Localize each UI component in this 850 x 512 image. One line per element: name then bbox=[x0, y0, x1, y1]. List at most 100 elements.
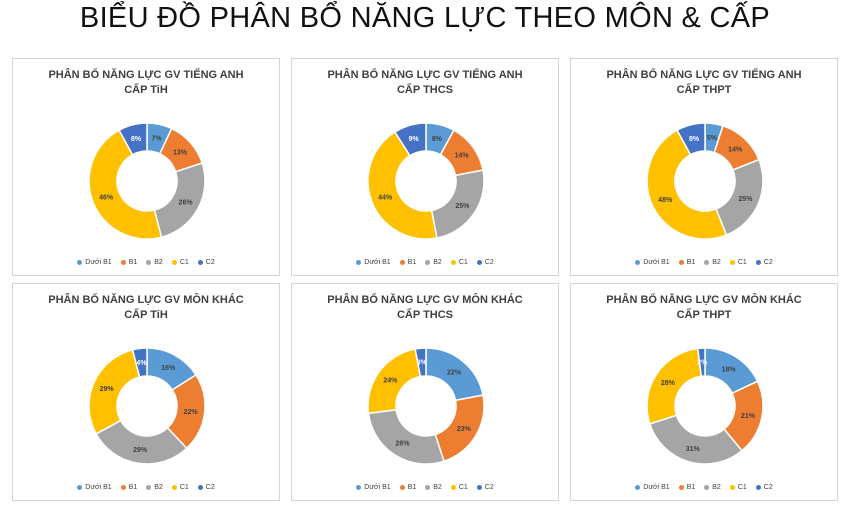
donut-slice bbox=[648, 414, 744, 465]
chart-legend: Dưới B1 B1 B2 C1 C2 bbox=[571, 484, 837, 491]
legend-label: C1 bbox=[458, 484, 468, 491]
legend-label: B2 bbox=[433, 259, 442, 266]
legend-marker-icon bbox=[729, 260, 735, 265]
legend-marker-icon bbox=[120, 260, 126, 265]
slice-data-label: 4% bbox=[136, 360, 147, 367]
legend-item: C1 bbox=[729, 259, 747, 266]
slice-data-label: 28% bbox=[661, 380, 676, 387]
slice-data-label: 9% bbox=[409, 136, 420, 143]
chart-title-line1: PHÂN BỔ NĂNG LỰC GV MÔN KHÁC bbox=[606, 294, 802, 306]
legend-item: B2 bbox=[425, 484, 442, 491]
chart-panel: PHÂN BỔ NĂNG LỰC GV TIẾNG ANH CẤP THCS 8% 1… bbox=[291, 58, 559, 276]
legend-marker-icon bbox=[171, 260, 177, 265]
slice-data-label: 21% bbox=[741, 413, 756, 420]
legend-item: C2 bbox=[755, 484, 773, 491]
chart-title: PHÂN BỔ NĂNG LỰC GV TIẾNG ANH CẤP THCS bbox=[292, 68, 558, 98]
legend-marker-icon bbox=[704, 485, 710, 490]
slice-data-label: 3% bbox=[417, 360, 428, 367]
chart-title-line2: CẤP TiH bbox=[124, 84, 168, 96]
slice-data-label: 8% bbox=[432, 136, 443, 143]
legend-label: B2 bbox=[712, 259, 721, 266]
chart-panel: PHÂN BỔ NĂNG LỰC GV TIẾNG ANH CẤP THPT 5% 1… bbox=[570, 58, 838, 276]
legend-label: C2 bbox=[484, 259, 494, 266]
legend-label: C2 bbox=[205, 484, 215, 491]
legend-label: C2 bbox=[484, 484, 494, 491]
legend-label: C1 bbox=[458, 259, 468, 266]
chart-panel: PHÂN BỔ NĂNG LỰC GV MÔN KHÁC CẤP THCS 22% 2… bbox=[291, 283, 559, 501]
legend-label: B1 bbox=[128, 259, 138, 266]
donut-chart: 16% 22% 29% 29% 4% bbox=[88, 347, 206, 465]
legend-label: B1 bbox=[407, 259, 417, 266]
chart-title-line1: PHÂN BỔ NĂNG LỰC GV TIẾNG ANH bbox=[48, 69, 244, 81]
chart-title-line1: PHÂN BỔ NĂNG LỰC GV TIẾNG ANH bbox=[327, 69, 523, 81]
donut-slice bbox=[646, 129, 728, 240]
legend-item: C1 bbox=[171, 484, 189, 491]
slice-data-label: 46% bbox=[99, 195, 114, 202]
legend-label: Dưới B1 bbox=[643, 484, 670, 491]
donut-slice bbox=[88, 348, 141, 435]
chart-title: PHÂN BỔ NĂNG LỰC GV MÔN KHÁC CẤP THCS bbox=[292, 293, 558, 323]
chart-title-line2: CẤP THPT bbox=[676, 309, 732, 321]
donut-chart: 18% 21% 31% 28% 2% bbox=[646, 347, 764, 465]
legend-marker-icon bbox=[425, 485, 431, 490]
legend-label: C1 bbox=[737, 484, 747, 491]
legend-marker-icon bbox=[704, 260, 710, 265]
slice-data-label: 24% bbox=[383, 378, 398, 385]
chart-title-line2: CẤP THPT bbox=[676, 84, 732, 96]
legend-marker-icon bbox=[450, 260, 456, 265]
slice-data-label: 22% bbox=[184, 409, 199, 416]
chart-title-line2: CẤP THCS bbox=[396, 84, 454, 96]
slice-data-label: 7% bbox=[152, 136, 163, 143]
legend-label: B1 bbox=[686, 259, 696, 266]
legend-item: B2 bbox=[704, 484, 721, 491]
legend-item: C2 bbox=[197, 259, 215, 266]
legend-marker-icon bbox=[678, 485, 684, 490]
chart-title-line1: PHÂN BỔ NĂNG LỰC GV TIẾNG ANH bbox=[606, 69, 802, 81]
slice-data-label: 8% bbox=[131, 136, 142, 143]
donut-slice bbox=[131, 347, 148, 378]
chart-title-line1: PHÂN BỔ NĂNG LỰC GV MÔN KHÁC bbox=[327, 294, 523, 306]
chart-title-line1: PHÂN BỔ NĂNG LỰC GV MÔN KHÁC bbox=[48, 294, 244, 306]
donut-slice bbox=[88, 129, 163, 240]
slice-data-label: 25% bbox=[455, 203, 470, 210]
slice-data-label: 16% bbox=[161, 365, 176, 372]
legend-item: Dưới B1 bbox=[77, 259, 112, 266]
legend-marker-icon bbox=[729, 485, 735, 490]
donut-chart: 8% 14% 25% 44% 9% bbox=[367, 122, 485, 240]
legend-label: C2 bbox=[205, 259, 215, 266]
legend-item: C2 bbox=[476, 259, 494, 266]
slice-data-label: 14% bbox=[728, 146, 743, 153]
slice-data-label: 13% bbox=[173, 149, 188, 156]
legend-marker-icon bbox=[146, 260, 152, 265]
slice-data-label: 29% bbox=[100, 386, 115, 393]
legend-label: Dưới B1 bbox=[643, 259, 670, 266]
chart-panel: PHÂN BỔ NĂNG LỰC GV MÔN KHÁC CẤP THPT 18% 2… bbox=[570, 283, 838, 501]
legend-label: B1 bbox=[407, 484, 417, 491]
legend-marker-icon bbox=[425, 260, 431, 265]
legend-label: Dưới B1 bbox=[364, 484, 391, 491]
legend-marker-icon bbox=[450, 485, 456, 490]
legend-marker-icon bbox=[77, 485, 83, 490]
donut-chart: 22% 23% 28% 24% 3% bbox=[367, 347, 485, 465]
legend-label: C1 bbox=[179, 259, 189, 266]
legend-item: B2 bbox=[146, 484, 163, 491]
legend-marker-icon bbox=[171, 485, 177, 490]
legend-item: Dưới B1 bbox=[635, 484, 670, 491]
legend-marker-icon bbox=[399, 485, 405, 490]
slice-data-label: 48% bbox=[658, 197, 673, 204]
legend-item: B1 bbox=[678, 484, 695, 491]
legend-item: B2 bbox=[425, 259, 442, 266]
donut-slice bbox=[367, 408, 445, 465]
legend-label: B2 bbox=[712, 484, 721, 491]
donut-slice bbox=[393, 122, 427, 157]
legend-item: C2 bbox=[197, 484, 215, 491]
legend-item: B2 bbox=[704, 259, 721, 266]
legend-marker-icon bbox=[476, 485, 482, 490]
slice-data-label: 26% bbox=[179, 200, 194, 207]
chart-title: PHÂN BỔ NĂNG LỰC GV TIẾNG ANH CẤP TiH bbox=[13, 68, 279, 98]
legend-item: C1 bbox=[450, 259, 468, 266]
slice-data-label: 25% bbox=[738, 196, 753, 203]
chart-title: PHÂN BỔ NĂNG LỰC GV TIẾNG ANH CẤP THPT bbox=[571, 68, 837, 98]
legend-label: Dưới B1 bbox=[85, 484, 112, 491]
slice-data-label: 5% bbox=[707, 135, 718, 142]
